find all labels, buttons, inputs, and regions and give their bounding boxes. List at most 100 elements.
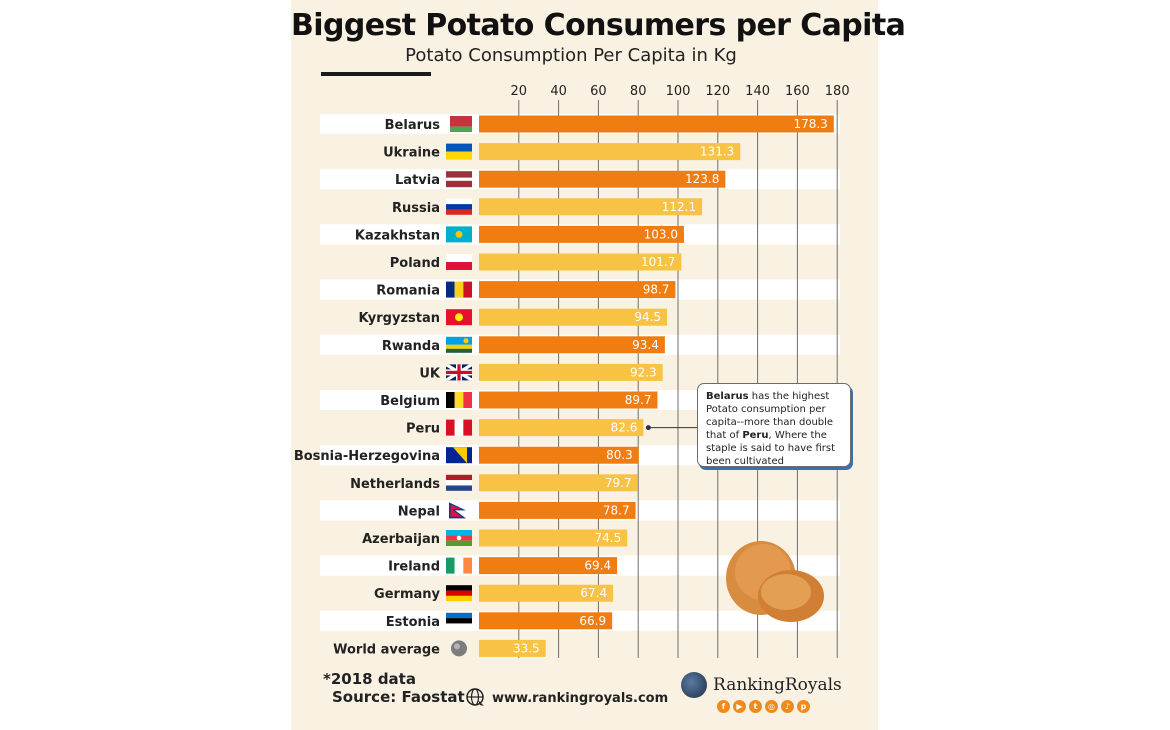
website-link[interactable]: www.rankingroyals.com — [466, 688, 668, 708]
bar — [479, 115, 834, 133]
x-tick-label: 80 — [630, 84, 647, 99]
bar — [479, 639, 546, 657]
bar — [479, 557, 618, 575]
flag-germany — [446, 585, 472, 602]
category-label: Bosnia-Herzegovina — [294, 449, 440, 464]
bar — [479, 143, 741, 161]
flag-rwanda — [446, 336, 472, 353]
globe-cursor-icon — [466, 688, 484, 706]
instagram-icon[interactable]: ◎ — [765, 700, 778, 713]
flag-uk — [446, 364, 472, 381]
bar — [479, 336, 665, 354]
flag-belgium — [446, 392, 472, 408]
flag-estonia — [446, 612, 472, 629]
bar-value-label: 103.0 — [644, 227, 678, 241]
x-tick-label: 40 — [550, 84, 567, 99]
bar — [479, 501, 636, 519]
category-label: Peru — [406, 422, 440, 437]
callout-country: Belarus — [706, 391, 749, 402]
flag-poland — [446, 254, 472, 270]
category-label: Romania — [376, 284, 440, 299]
bar-value-label: 66.9 — [579, 614, 606, 628]
potato-illustration-highlight — [761, 574, 811, 610]
category-label: Germany — [374, 587, 440, 602]
flag-russia — [446, 198, 472, 215]
brand-logo-icon — [681, 672, 707, 698]
bar — [479, 363, 663, 381]
x-tick-label: 160 — [785, 84, 810, 99]
flag-netherlands — [446, 474, 472, 491]
bar-value-label: 33.5 — [513, 641, 540, 655]
bar-value-label: 178.3 — [793, 117, 827, 131]
callout-text: has the highest Potato consumption per c… — [706, 391, 834, 441]
bar-value-label: 92.3 — [630, 365, 657, 379]
bar — [479, 225, 684, 243]
category-label: Russia — [392, 201, 440, 216]
category-label: Azerbaijan — [362, 532, 440, 547]
bar-value-label: 69.4 — [584, 559, 611, 573]
bar — [479, 170, 726, 188]
category-label: Poland — [390, 256, 440, 271]
x-tick-label: 100 — [666, 84, 691, 99]
bar — [479, 391, 658, 409]
flag-peru — [446, 419, 472, 436]
flag-latvia — [446, 171, 472, 188]
category-label: Ukraine — [383, 146, 440, 161]
category-label: Estonia — [386, 615, 440, 630]
bar-value-label: 79.7 — [605, 476, 632, 490]
bar — [479, 198, 703, 216]
social-icons: f ▶ t ◎ ♪ p — [717, 700, 810, 713]
callout-leader-dot — [645, 425, 651, 431]
x-tick-label: 180 — [825, 84, 850, 99]
twitter-icon[interactable]: t — [749, 700, 762, 713]
bar — [479, 584, 614, 602]
flag-romania — [446, 281, 472, 298]
footnote: *2018 data Source: Faostat — [323, 670, 465, 706]
bar-value-label: 94.5 — [634, 310, 661, 324]
flag-azerbaijan — [446, 530, 472, 546]
category-label: Nepal — [398, 504, 440, 519]
category-label: Latvia — [395, 173, 440, 188]
category-label: World average — [333, 642, 440, 657]
bar-value-label: 98.7 — [643, 283, 670, 297]
x-tick-label: 60 — [590, 84, 607, 99]
bar-value-label: 74.5 — [595, 531, 622, 545]
bar-chart: 20 40 60 80 100 120 140 160 180 178.3 Belarus 131.3… — [294, 84, 850, 658]
category-label: Netherlands — [350, 477, 440, 492]
bar-value-label: 101.7 — [641, 255, 675, 269]
category-label: UK — [419, 366, 441, 381]
callout-box: Belarus has the highest Potato consumpti… — [697, 383, 851, 467]
bar-value-label: 131.3 — [700, 145, 734, 159]
bar-value-label: 93.4 — [632, 338, 659, 352]
bar-value-label: 78.7 — [603, 503, 630, 517]
brand: RankingRoyals — [681, 672, 842, 698]
bar-value-label: 112.1 — [662, 200, 696, 214]
title-underline — [321, 72, 431, 76]
bar — [479, 474, 638, 492]
flag-bosnia-herzegovina — [446, 447, 472, 464]
bar — [479, 308, 668, 326]
footnote-year: *2018 data — [323, 670, 416, 688]
x-tick-label: 20 — [511, 84, 528, 99]
bar — [479, 529, 628, 547]
youtube-icon[interactable]: ▶ — [733, 700, 746, 713]
category-label: Kazakhstan — [355, 228, 440, 243]
globe-icon — [451, 640, 467, 657]
infographic-card: Biggest Potato Consumers per Capita Pota… — [291, 0, 906, 730]
category-label: Ireland — [388, 560, 440, 575]
tiktok-icon[interactable]: ♪ — [781, 700, 794, 713]
brand-name: RankingRoyals — [713, 675, 842, 695]
footnote-source: Source: Faostat — [332, 688, 465, 706]
bar-value-label: 89.7 — [625, 393, 652, 407]
x-tick-label: 120 — [705, 84, 730, 99]
bar — [479, 446, 639, 464]
bar — [479, 281, 676, 299]
bar — [479, 612, 613, 630]
facebook-icon[interactable]: f — [717, 700, 730, 713]
flag-ireland — [446, 557, 472, 574]
bar-value-label: 82.6 — [611, 421, 638, 435]
bar — [479, 419, 644, 437]
pinterest-icon[interactable]: p — [797, 700, 810, 713]
flag-belarus — [446, 116, 472, 132]
bar-value-label: 123.8 — [685, 172, 719, 186]
